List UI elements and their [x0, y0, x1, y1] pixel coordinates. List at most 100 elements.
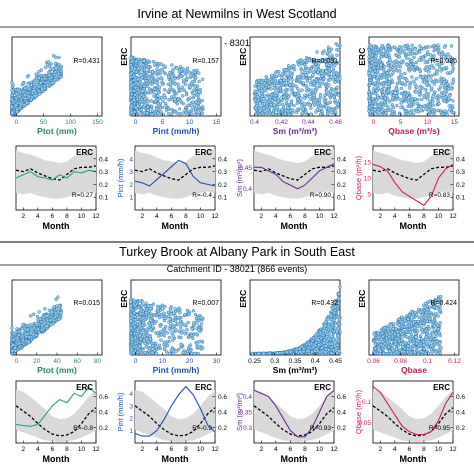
- scatter-point: [162, 93, 166, 97]
- scatter-point: [410, 75, 414, 79]
- month-tick-label: 2: [21, 213, 25, 220]
- scatter-point: [132, 74, 136, 78]
- scatter-point: [189, 81, 194, 86]
- scatter-point: [156, 111, 160, 115]
- scatter-point: [33, 84, 37, 89]
- right-tick-label: 0.1: [456, 195, 465, 202]
- x-tick-label: 15: [213, 119, 221, 126]
- scatter-point: [367, 83, 372, 87]
- month-tick-label: 12: [449, 213, 457, 220]
- scatter-point: [188, 85, 192, 89]
- scatter-point: [296, 97, 300, 102]
- scatter-point: [284, 68, 289, 72]
- scatter-point: [368, 68, 372, 72]
- scatter-point: [379, 66, 383, 71]
- month-tick-label: 6: [289, 213, 293, 220]
- scatter-point: [184, 77, 189, 81]
- scatter-point: [412, 55, 416, 60]
- scatter-point: [427, 83, 432, 88]
- scatter-point: [136, 88, 140, 92]
- scatter-point: [187, 344, 191, 348]
- r-value-label: R=0.007: [192, 300, 219, 307]
- scatter-point: [47, 308, 52, 312]
- scatter-point: [140, 82, 144, 86]
- scatter-point: [428, 104, 432, 108]
- scatter-point: [310, 88, 314, 92]
- scatter-point: [156, 94, 160, 98]
- scatter-point: [170, 331, 174, 335]
- scatter-point: [183, 312, 187, 317]
- right-tick-label: 0.3: [337, 169, 346, 176]
- scatter-point: [170, 112, 174, 116]
- scatter-point: [387, 84, 391, 88]
- scatter-point: [143, 351, 147, 355]
- scatter-point: [57, 317, 61, 321]
- month-tick-label: 6: [51, 213, 55, 220]
- scatter-point: [325, 332, 329, 337]
- scatter-point: [285, 98, 289, 102]
- scatter-point: [129, 331, 133, 336]
- scatter-point: [164, 104, 168, 108]
- scatter-point: [149, 327, 153, 331]
- scatter-point: [176, 348, 181, 352]
- scatter-point: [322, 99, 327, 104]
- scatter-point: [154, 351, 158, 356]
- scatter-point: [304, 84, 308, 88]
- scatter-point: [448, 108, 452, 112]
- scatter-point: [176, 308, 180, 313]
- scatter-point: [424, 68, 428, 73]
- scatter-point: [138, 299, 142, 303]
- scatter-point: [421, 57, 425, 61]
- scatter-point: [303, 96, 307, 100]
- r-value-label: R=-0.4: [192, 192, 212, 199]
- scatter-point: [312, 98, 316, 103]
- scatter-point: [59, 69, 64, 74]
- scatter-point: [43, 307, 47, 311]
- scatter-point: [333, 92, 338, 96]
- scatter-point: [323, 93, 327, 97]
- scatter-point: [23, 332, 28, 337]
- scatter-point: [146, 81, 151, 86]
- scatter-point: [309, 106, 313, 110]
- scatter-point: [309, 66, 313, 71]
- scatter-point: [331, 69, 335, 74]
- scatter-point: [170, 87, 175, 91]
- scatter-point: [172, 324, 177, 328]
- left-tick-label: 2: [129, 182, 133, 189]
- scatter-point: [263, 81, 267, 85]
- scatter-point: [277, 110, 281, 114]
- scatter-point: [129, 299, 133, 304]
- scatter-point: [166, 344, 170, 348]
- scatter-point: [36, 327, 40, 332]
- scatter-point: [331, 348, 336, 352]
- scatter-point: [315, 50, 319, 54]
- scatter-point: [262, 106, 266, 110]
- scatter-point: [35, 314, 40, 319]
- month-tick-label: 8: [303, 213, 307, 220]
- scatter-point: [333, 98, 337, 102]
- scatter-point: [410, 59, 414, 63]
- scatter-point: [378, 58, 382, 62]
- scatter-point: [450, 87, 454, 91]
- scatter-point: [391, 105, 395, 110]
- scatter-point: [382, 72, 386, 77]
- scatter-point: [151, 60, 156, 64]
- scatter-point: [277, 73, 282, 77]
- scatter-point: [194, 100, 198, 104]
- scatter-point: [389, 92, 393, 96]
- scatter-point: [175, 66, 179, 70]
- scatter-point: [193, 70, 197, 74]
- scatter-point: [139, 73, 143, 77]
- scatter-point: [447, 104, 451, 108]
- scatter-point: [156, 101, 160, 106]
- scatter-point: [408, 83, 412, 87]
- scatter-point: [27, 94, 31, 99]
- scatter-point: [149, 90, 153, 94]
- scatter-point: [301, 81, 306, 85]
- scatter-point: [336, 326, 340, 331]
- scatter-point: [37, 330, 41, 334]
- scatter-point: [17, 341, 22, 346]
- scatter-point: [374, 62, 378, 66]
- x-tick-label: 20: [186, 358, 194, 365]
